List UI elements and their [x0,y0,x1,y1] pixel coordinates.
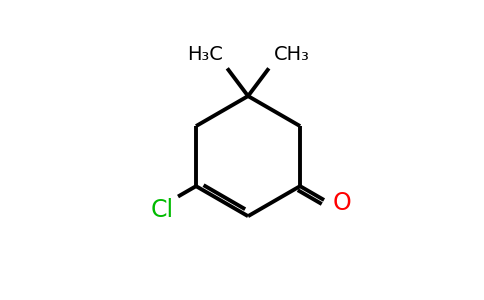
Text: O: O [333,191,351,215]
Text: H₃C: H₃C [187,45,223,64]
Text: CH₃: CH₃ [273,45,309,64]
Text: Cl: Cl [151,198,174,222]
